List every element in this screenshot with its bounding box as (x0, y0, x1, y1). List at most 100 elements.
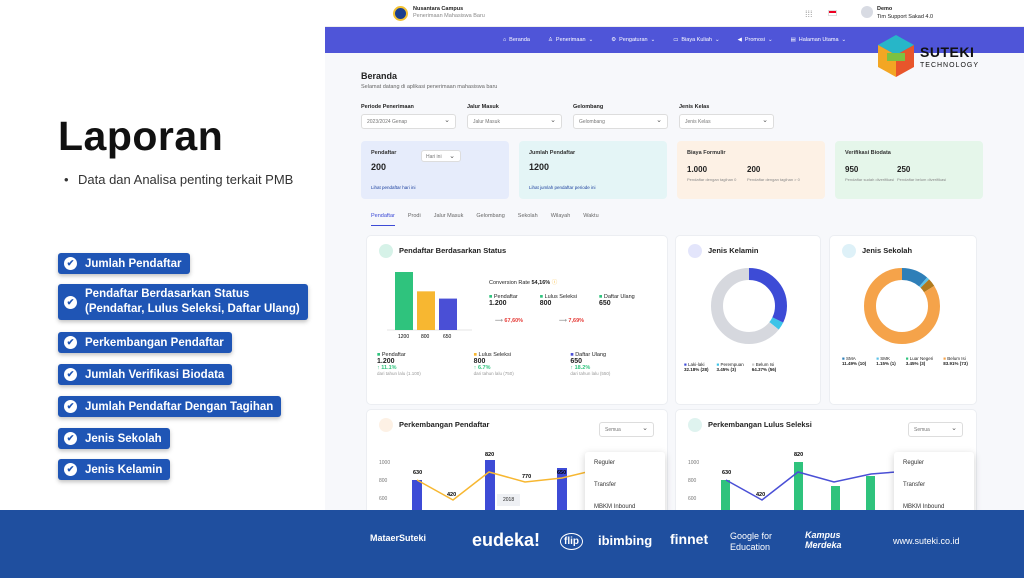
dropdown-option[interactable]: MBKM Inbound (903, 504, 945, 510)
filter-label: Periode Penerimaan (361, 104, 414, 110)
page-title: Beranda (361, 71, 398, 81)
drop-rate-1: ⟶ 67,60% (495, 318, 523, 324)
dropdown-option[interactable]: MBKM Inbound (594, 504, 636, 510)
nav-item-promosi[interactable]: ◀ Promosi ⌄ (738, 37, 773, 43)
card-title: Pendaftar Berdasarkan Status (399, 246, 507, 255)
kpi-label: Verifikasi Biodata (845, 150, 891, 156)
legend-value: 32.18% (28) (684, 367, 709, 372)
y-tick: 800 (688, 478, 697, 484)
tab-wilayah[interactable]: Wilayah (550, 213, 571, 219)
drop-value: 7,69% (568, 318, 585, 324)
kpi-label: Pendaftar (371, 150, 397, 156)
gelombang-select[interactable]: Gelombang (573, 114, 668, 129)
range-select[interactable]: Hari ini (421, 150, 461, 162)
stat-value: 800 (473, 358, 486, 365)
stat-value: 650 (570, 358, 583, 365)
y-tick: 600 (379, 496, 388, 502)
data-label: 420 (447, 492, 456, 498)
nav-item-penerimaan[interactable]: ♙ Penerimaan ⌄ (548, 37, 593, 43)
stat-value: 1.200 (377, 358, 395, 365)
conversion-value: 54,16% (531, 280, 551, 286)
gear-icon: ⚙ (611, 37, 617, 43)
status-stats: ■ Pendaftar 1.200 ↑ 11.1% dari tahun lalu (… (377, 352, 667, 377)
filter-label: Jalur Masuk (467, 104, 499, 110)
donut-slice (711, 268, 787, 344)
tab-jalur-masuk[interactable]: Jalur Masuk (433, 213, 464, 219)
website-link[interactable]: www.suteki.co.id (893, 536, 960, 546)
growth-dropdown-menu: Reguler Transfer MBKM Inbound (585, 452, 665, 510)
language-flag-icon[interactable] (828, 10, 837, 16)
app-subtitle: Penerimaan Mahasiswa Baru (413, 13, 485, 19)
check-icon: ✔ (64, 432, 77, 445)
feature-label: Jenis Sekolah (85, 432, 162, 445)
gender-icon (688, 244, 702, 258)
tab-pendaftar[interactable]: Pendaftar (371, 213, 395, 226)
tab-waktu[interactable]: Waktu (583, 213, 599, 219)
feature-pill: ✔ Jumlah Pendaftar (58, 253, 190, 274)
nav-item-halaman[interactable]: ▤ Halaman Utama ⌄ (791, 37, 847, 43)
partner-logo: finnet (670, 531, 709, 547)
dropdown-option[interactable]: Reguler (903, 460, 925, 466)
kpi-value: 200 (371, 162, 387, 172)
partner-logo: MataerSuteki (370, 533, 427, 543)
dropdown-option[interactable]: Transfer (594, 482, 617, 488)
legend-value: 3.45% (3) (716, 367, 737, 372)
year-tooltip: 2018 (497, 494, 521, 506)
check-icon: ✔ (64, 257, 77, 270)
filter-label: Jenis Kelas (679, 104, 710, 110)
nav-item-biaya[interactable]: ▭ Biaya Kuliah ⌄ (673, 37, 719, 43)
chevron-down-icon: ⌄ (714, 37, 720, 43)
user-menu[interactable]: Demo Tim Support Sakad 4.0 (877, 5, 933, 21)
slide-bullet: • Data dan Analisa penting terkait PMB (64, 172, 294, 187)
growth-chart: 630 420 820 770 650 (412, 452, 587, 510)
y-axis: 1000 800 600 (379, 454, 390, 508)
legend-value: 64.37% (56) (751, 367, 777, 372)
bar (866, 476, 875, 510)
info-icon[interactable]: ⓘ (551, 280, 558, 286)
legend-value: 800 (539, 300, 552, 307)
nav-item-beranda[interactable]: ⌂ Beranda (503, 37, 530, 43)
page-icon: ▤ (790, 37, 796, 43)
legend-label: Pendaftar (493, 294, 518, 300)
y-tick: 600 (688, 496, 697, 502)
slide-bullet-text: Data dan Analisa penting terkait PMB (78, 172, 294, 187)
avatar[interactable] (861, 6, 873, 18)
dropdown-option[interactable]: Transfer (903, 482, 926, 488)
feature-label: Pendaftar Berdasarkan Status (Pendaftar,… (85, 288, 300, 315)
legend-label: Daftar Ulang (603, 294, 635, 300)
feature-label: Jumlah Verifikasi Biodata (85, 368, 225, 381)
data-label: 420 (756, 492, 765, 498)
chevron-down-icon: ⌄ (841, 37, 847, 43)
card-title: Jenis Sekolah (862, 246, 913, 255)
app-name: Nusantara Campus (413, 6, 464, 12)
legend-dot-icon: ■ (539, 294, 544, 300)
data-label: 770 (522, 474, 531, 480)
status-legend: ■ Pendaftar 1.200 ■ Lulus Seleksi 800 ■ Da… (489, 294, 635, 307)
suteki-logo-icon (878, 35, 914, 77)
growth-filter-select[interactable]: Semua (599, 422, 654, 437)
nav-item-pengaturan[interactable]: ⚙ Pengaturan ⌄ (611, 37, 655, 43)
dropdown-option[interactable]: Reguler (594, 460, 616, 466)
nav-label: Beranda (509, 37, 530, 43)
feature-label: Jenis Kelamin (85, 463, 163, 476)
legend-value: 3.45% (3) (905, 361, 926, 366)
bar (721, 480, 730, 510)
tab-sekolah[interactable]: Sekolah (517, 213, 538, 219)
legend-label: Lulus Seleksi (544, 294, 577, 300)
legend-dot-icon: ■ (599, 294, 603, 300)
apps-grid-icon[interactable]: ⁞⁞⁞ (805, 9, 813, 19)
partner-logo: flip (560, 533, 583, 550)
periode-select[interactable]: 2023/2024 Genap (361, 114, 456, 129)
partner-logo: Kampus Merdeka (805, 530, 842, 550)
app-brand: Nusantara Campus Penerimaan Mahasiswa Bar… (413, 6, 485, 20)
lulus-filter-select[interactable]: Semua (908, 422, 963, 437)
stat-change: 6.7% (477, 365, 491, 371)
kpi-link[interactable]: Lihat pendaftar hari ini (371, 185, 416, 190)
legend-label: Perempuan (720, 362, 744, 367)
nav-label: Promosi (744, 37, 765, 43)
kpi-link[interactable]: Lihat jumlah pendaftar periode ini (529, 185, 596, 190)
tab-prodi[interactable]: Prodi (407, 213, 421, 219)
jalur-select[interactable]: Jalur Masuk (467, 114, 562, 129)
tab-gelombang[interactable]: Gelombang (476, 213, 505, 219)
kelas-select[interactable]: Jenis Kelas (679, 114, 774, 129)
